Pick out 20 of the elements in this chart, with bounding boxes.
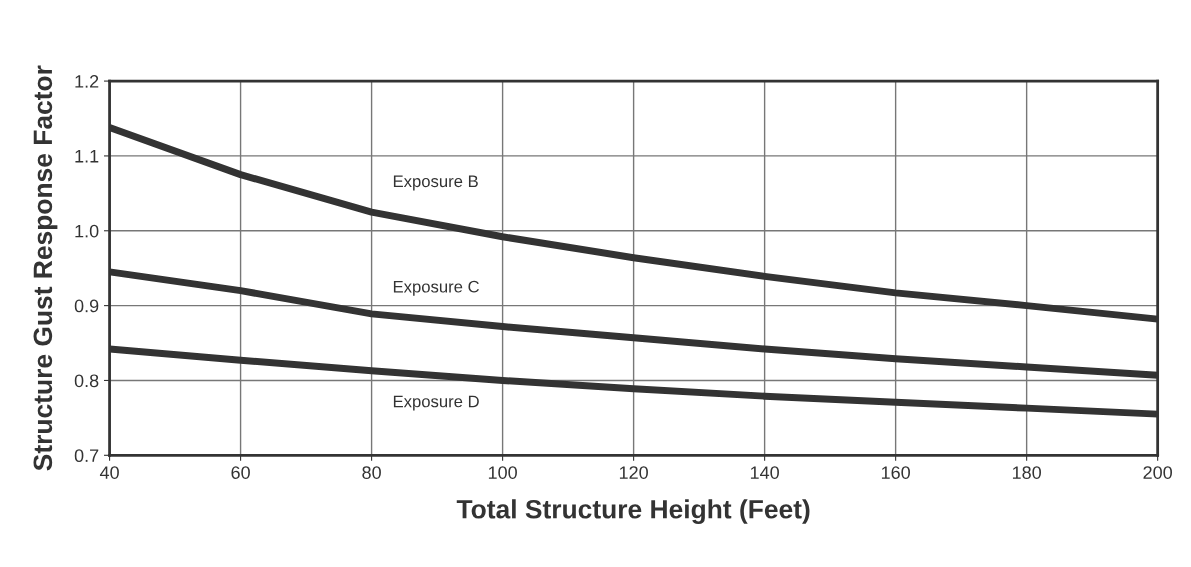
x-tick-label: 40 — [99, 466, 119, 479]
y-tick-label: 0.7 — [74, 449, 99, 463]
x-tick-label: 100 — [488, 466, 517, 479]
y-tick-label: 0.8 — [74, 374, 99, 388]
series-label: Exposure D — [393, 395, 479, 411]
y-tick-label: 1.0 — [75, 224, 99, 238]
y-tick-label: 0.9 — [74, 299, 99, 313]
series-label: Exposure B — [393, 175, 478, 191]
x-tick-label: 140 — [750, 466, 779, 479]
y-tick-label: 1.2 — [75, 75, 99, 88]
x-tick-label: 160 — [881, 466, 910, 479]
y-axis-title: Structure Gust Response Factor — [33, 65, 58, 471]
x-tick-label: 60 — [231, 466, 250, 479]
series-label: Exposure C — [393, 280, 479, 296]
y-tick-label: 1.1 — [75, 150, 99, 163]
x-tick-label: 180 — [1012, 466, 1041, 479]
x-axis-title: Total Structure Height (Feet) — [456, 499, 810, 524]
x-tick-label: 80 — [362, 466, 381, 479]
x-tick-label: 200 — [1143, 466, 1173, 479]
x-tick-label: 120 — [619, 466, 648, 479]
